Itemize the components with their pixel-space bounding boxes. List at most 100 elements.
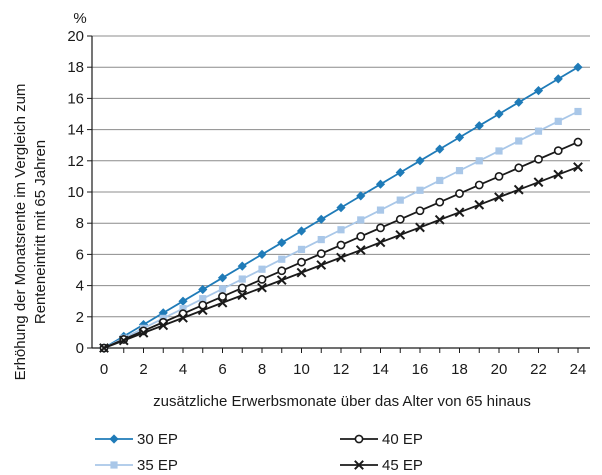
data-point (513, 184, 524, 195)
data-point (257, 282, 267, 293)
y-axis-label-line1: Erhöhung der Monatsrente im Vergleich zu… (12, 84, 29, 381)
data-point (337, 226, 345, 234)
data-point (474, 180, 484, 190)
data-point (454, 132, 465, 142)
data-point (197, 305, 208, 316)
data-point (514, 163, 524, 173)
data-point (356, 232, 366, 241)
data-point (376, 206, 385, 214)
data-point (278, 255, 286, 263)
y-tick-label: 6 (76, 246, 84, 263)
data-point (296, 226, 307, 236)
data-point (395, 214, 405, 224)
data-point (553, 146, 563, 156)
data-point (356, 191, 366, 201)
data-point (257, 249, 267, 259)
data-point (198, 284, 208, 295)
data-point (455, 167, 464, 175)
data-point (158, 320, 169, 331)
y-tick-label: 10 (67, 184, 84, 201)
x-axis-ticks: 0 2 4 6 8 10 12 14 16 18 20 22 24 (100, 348, 587, 378)
legend-label: 45 EP (382, 457, 423, 474)
data-point (554, 117, 562, 125)
data-point (277, 238, 287, 248)
x-tick-label: 2 (139, 361, 147, 378)
x-tick-label: 14 (372, 361, 389, 378)
data-point (375, 179, 386, 189)
y-tick-label: 4 (76, 278, 84, 295)
data-point (158, 308, 168, 318)
data-point (415, 222, 425, 233)
data-point (455, 189, 464, 198)
data-point (118, 335, 129, 346)
data-point (218, 292, 227, 301)
series-30-ep (99, 62, 583, 353)
data-point (435, 197, 445, 207)
data-point (435, 144, 445, 154)
legend-swatch-marker (109, 434, 119, 444)
x-tick-label: 24 (570, 361, 587, 378)
data-point (436, 176, 444, 185)
data-point (336, 252, 346, 263)
x-tick-label: 16 (412, 361, 429, 378)
y-tick-label: 0 (76, 340, 84, 357)
legend-label: 35 EP (137, 457, 178, 474)
data-point (258, 265, 266, 273)
data-point (494, 109, 504, 119)
legend-entry: 30 EP (95, 431, 178, 448)
x-tick-label: 0 (100, 361, 108, 378)
data-point (317, 235, 325, 244)
data-point (217, 297, 228, 308)
y-tick-label: 20 (67, 28, 84, 45)
x-tick-label: 6 (218, 361, 226, 378)
data-point (494, 192, 504, 203)
x-tick-label: 4 (179, 361, 187, 378)
data-point (296, 267, 307, 278)
data-point (336, 240, 346, 250)
data-point (474, 199, 485, 210)
series-45-ep (99, 162, 583, 353)
data-point (375, 237, 386, 248)
data-point (297, 245, 306, 254)
data-point (199, 295, 207, 303)
data-point (316, 260, 327, 270)
data-point (178, 296, 188, 306)
data-point (534, 127, 543, 135)
data-point (138, 327, 149, 338)
data-point (395, 229, 406, 240)
data-point (297, 257, 306, 267)
y-axis-ticks: 0 2 4 6 8 10 12 14 16 18 20 (67, 28, 92, 357)
data-point (434, 214, 445, 225)
data-point (138, 320, 149, 330)
data-point (416, 186, 424, 194)
data-point (415, 156, 425, 166)
x-tick-label: 8 (258, 361, 266, 378)
data-point (553, 169, 564, 180)
data-point (218, 285, 227, 293)
data-point (237, 283, 247, 293)
data-point (99, 343, 109, 353)
legend-swatch-marker (354, 434, 364, 444)
data-point (178, 312, 188, 323)
data-point (179, 304, 187, 313)
x-axis-label: zusätzliche Erwerbsmonate über das Alter… (153, 393, 531, 410)
data-point (514, 97, 524, 107)
series-35-ep (100, 107, 582, 352)
data-point (495, 147, 503, 155)
legend-label: 30 EP (137, 431, 178, 448)
legend: 30 EP 35 EP 40 EP 45 EP (95, 431, 423, 474)
data-point (238, 275, 246, 283)
x-tick-label: 18 (451, 361, 468, 378)
y-axis-label: Erhöhung der Monatsrente im Vergleich zu… (12, 84, 49, 381)
legend-entry: 45 EP (340, 457, 423, 474)
data-point (533, 86, 544, 96)
data-point (515, 137, 523, 145)
data-point (198, 300, 208, 310)
x-tick-label: 12 (333, 361, 350, 378)
data-point (376, 223, 385, 233)
data-point (534, 154, 543, 164)
data-point (357, 216, 365, 224)
y-axis-label-line2: Renteneintritt mit 65 Jahren (32, 140, 49, 324)
data-point (277, 266, 287, 276)
